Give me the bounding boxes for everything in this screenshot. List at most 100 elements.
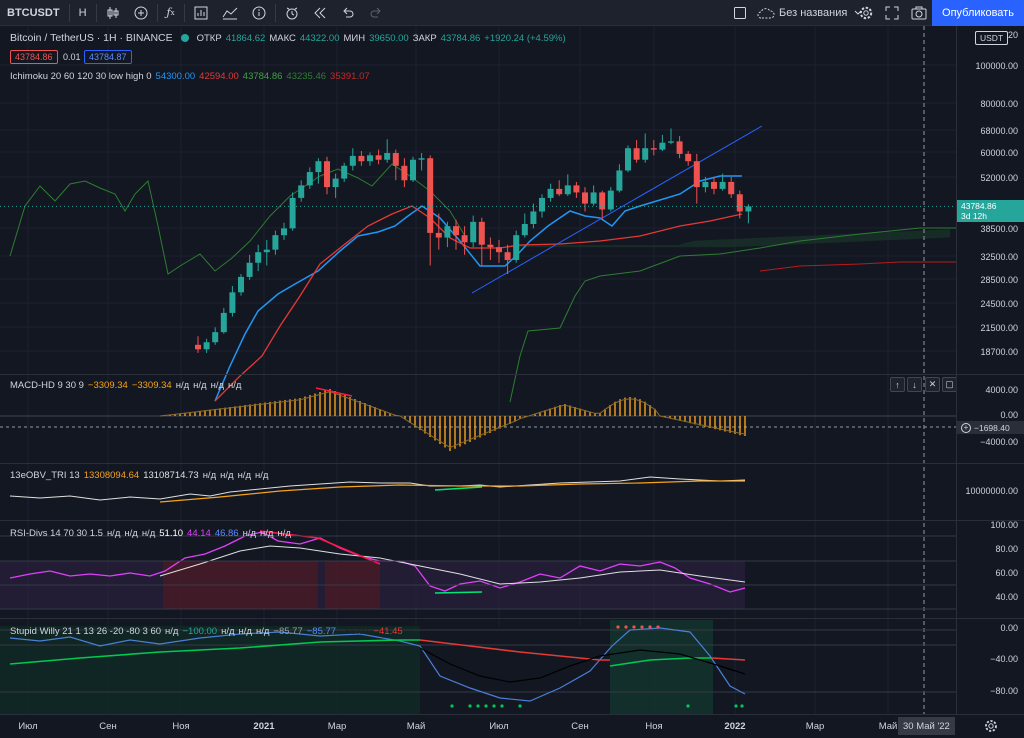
rsi-axis-label: 40.00	[995, 592, 1018, 602]
alert-icon[interactable]	[215, 0, 245, 26]
add-compare-icon[interactable]	[127, 0, 155, 26]
willy-zone	[610, 620, 713, 714]
pane-down-button[interactable]: ↓	[907, 377, 922, 392]
price-axis[interactable]: 120 USDT 100000.00 80000.00 68000.00 600…	[956, 26, 1024, 714]
candle-body	[461, 235, 468, 243]
symbol-title[interactable]: Bitcoin / TetherUS · 1H · BINANCE	[10, 32, 173, 44]
pane-close-button[interactable]: ✕	[925, 377, 940, 392]
obv-legend[interactable]: 13eOBV_TRI 13 13308094.64 13108714.73 н/…	[10, 470, 268, 481]
candle-body	[504, 252, 511, 261]
candle-body	[281, 228, 287, 236]
willy-signal-dot	[656, 625, 660, 629]
candle-body	[650, 148, 657, 150]
rsi-signal-line	[159, 545, 746, 585]
candle-body	[521, 223, 528, 236]
alarm-clock-icon[interactable]	[278, 0, 306, 26]
bid-box[interactable]: 43784.86	[10, 50, 58, 64]
publish-button[interactable]: Опубликовать	[932, 0, 1024, 26]
time-axis-label: Ноя	[172, 721, 190, 732]
candle-body	[745, 206, 752, 212]
pane-up-button[interactable]: ↑	[890, 377, 905, 392]
candle-body	[255, 252, 262, 263]
toolbar-divider	[95, 3, 97, 22]
pane-maximize-button[interactable]: ▢	[942, 377, 957, 392]
ichimoku-leading-b	[509, 227, 956, 403]
candle-body	[659, 142, 666, 150]
willy-signal-dot	[492, 704, 496, 708]
ask-box[interactable]: 43784.87	[84, 50, 132, 64]
time-axis[interactable]: Июл Сен Ноя 2021 Мар Май Июл Сен Ноя 202…	[0, 714, 1024, 738]
ichimoku-value: 43784.86	[242, 71, 283, 82]
obv-signal-line	[159, 480, 745, 503]
willy-value: н/д	[221, 626, 235, 637]
fullscreen-square-icon[interactable]	[726, 0, 754, 26]
candle-body	[513, 235, 520, 261]
candle-body	[341, 165, 348, 179]
candles-icon[interactable]	[99, 0, 127, 26]
ichimoku-lagging-line	[9, 163, 466, 275]
price-axis-label: 100000.00	[975, 61, 1018, 71]
rsi-label: RSI-Divs 14 70 30 1.5	[10, 528, 103, 539]
pane-separator-willy[interactable]	[0, 618, 1024, 619]
time-axis-settings-icon[interactable]	[984, 719, 998, 736]
rsi-value: н/д	[277, 528, 291, 539]
time-axis-label: Июл	[489, 721, 509, 732]
candle-body	[676, 141, 683, 154]
price-axis-label: 80000.00	[980, 99, 1018, 109]
macd-line	[159, 391, 746, 449]
willy-legend[interactable]: Stupid Willy 21 1 13 26 -20 -80 3 60 н/д…	[10, 626, 403, 637]
candle-body	[728, 181, 735, 195]
obv-value: 13308094.64	[83, 470, 140, 481]
macd-value: н/д	[193, 380, 207, 391]
ichimoku-value: 43235.46	[286, 71, 327, 82]
macd-legend[interactable]: MACD-HD 9 30 9 −3309.34 −3309.34 н/д н/д…	[10, 380, 241, 391]
gear-icon[interactable]	[852, 0, 880, 26]
add-line-icon[interactable]: +	[961, 422, 971, 433]
macd-axis-label: 0.00	[1000, 410, 1018, 420]
willy-value: −56.97	[340, 626, 370, 637]
candle-body	[599, 192, 606, 210]
currency-badge[interactable]: USDT	[975, 31, 1009, 45]
interval-button[interactable]: H	[78, 6, 87, 19]
willy-signal-dot	[518, 704, 522, 708]
camera-icon[interactable]	[904, 0, 934, 26]
symbol-search-button[interactable]: BTCUSDT	[7, 6, 60, 19]
undo-icon[interactable]	[334, 0, 362, 26]
candle-body	[418, 158, 425, 160]
candle-body	[607, 190, 614, 210]
redo-icon[interactable]	[362, 0, 390, 26]
time-axis-label: Май	[406, 721, 426, 732]
replay-icon[interactable]	[306, 0, 334, 26]
pane-separator-obv[interactable]	[0, 463, 1024, 464]
low-label: МИН	[343, 32, 366, 44]
pane-separator-rsi[interactable]	[0, 520, 1024, 521]
candle-body	[625, 148, 631, 171]
candle-body	[289, 197, 296, 229]
rsi-legend[interactable]: RSI-Divs 14 70 30 1.5 н/д н/д н/д 51.10 …	[10, 528, 291, 539]
willy-signal-dot	[484, 704, 488, 708]
pane-separator-macd[interactable]	[0, 374, 1024, 375]
expand-icon[interactable]	[878, 0, 906, 26]
ichimoku-legend[interactable]: Ichimoku 20 60 120 30 low high 0 54300.0…	[10, 71, 370, 82]
ichimoku-label: Ichimoku 20 60 120 30 low high 0	[10, 71, 152, 82]
macd-axis-label: −4000.00	[980, 437, 1018, 447]
willy-signal-dot	[648, 625, 652, 629]
willy-trend-line	[609, 657, 712, 667]
high-value: 44322.00	[299, 32, 340, 44]
time-axis-label: Мар	[327, 721, 347, 732]
candle-body	[590, 192, 597, 204]
info-icon[interactable]	[245, 0, 273, 26]
main-legend: Bitcoin / TetherUS · 1H · BINANCE ОТКР 41…	[10, 32, 566, 44]
templates-icon[interactable]	[187, 0, 215, 26]
high-label: МАКС	[269, 32, 296, 44]
rsi-value: н/д	[124, 528, 138, 539]
chart-canvas[interactable]	[0, 26, 956, 714]
willy-axis-label: 0.00	[1000, 623, 1018, 633]
ichimoku-leading-a	[759, 261, 956, 272]
candle-body	[367, 155, 373, 162]
candle-body	[616, 170, 623, 191]
live-dot-icon	[180, 34, 189, 42]
candle-body	[263, 249, 270, 253]
obv-value: н/д	[255, 470, 269, 481]
